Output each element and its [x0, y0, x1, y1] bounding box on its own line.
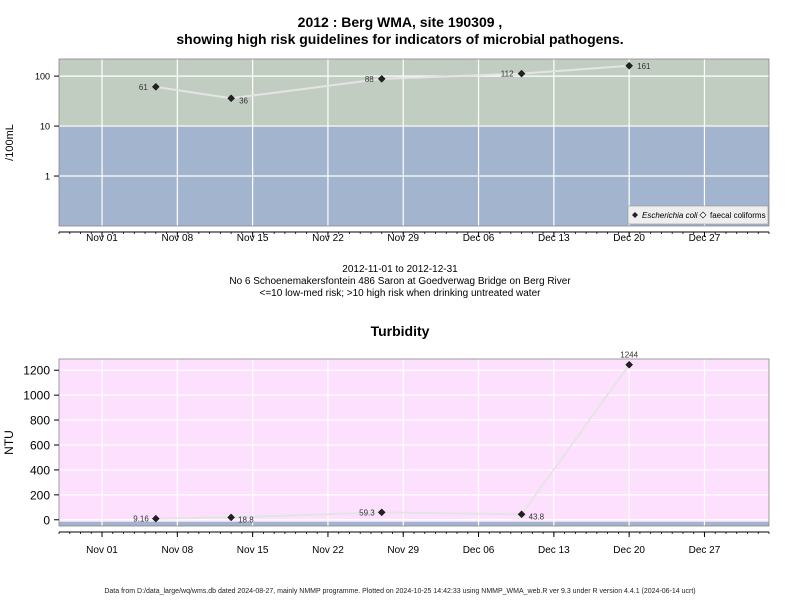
turbidity-y-tick-label: 0 [43, 513, 50, 527]
footer-note: Data from D:/data_large/wq/wms.db dated … [104, 588, 696, 595]
turbidity-y-tick-label: 200 [30, 488, 50, 502]
ecoli-x-tick-label: Nov 08 [161, 233, 193, 244]
turbidity-y-tick-label: 400 [30, 463, 50, 477]
ecoli-data-label: 88 [365, 75, 374, 84]
turbidity-data-point [227, 513, 235, 522]
turbidity-data-label: 18.8 [238, 515, 254, 524]
turbidity-data-label: 59.3 [359, 508, 375, 517]
chart-title-line2: showing high risk guidelines for indicat… [176, 31, 624, 47]
legend-box [627, 205, 769, 225]
legend-fc-marker [699, 211, 707, 219]
turbidity-data-label: 9.16 [133, 515, 149, 524]
ecoli-x-tick-label: Dec 13 [538, 233, 570, 244]
ecoli-y-tick-label: 100 [35, 72, 50, 82]
turbidity-x-tick-label: Dec 13 [538, 545, 570, 556]
turbidity-data-point [151, 514, 160, 523]
ecoli-risk-band-high [59, 59, 769, 127]
ecoli-data-point [625, 61, 634, 70]
ecoli-y-axis-label: /100mL [4, 124, 16, 161]
turbidity-x-tick-label: Nov 08 [161, 545, 193, 556]
ecoli-x-tick-label: Nov 29 [387, 233, 419, 244]
ecoli-x-tick-label: Nov 22 [312, 233, 344, 244]
ecoli-y-tick-label: 10 [40, 122, 50, 132]
turbidity-data-point [517, 510, 526, 519]
ecoli-data-point [227, 94, 235, 103]
turbidity-y-tick-label: 800 [30, 414, 50, 428]
ecoli-data-label: 36 [239, 96, 248, 105]
caption-date-range: 2012-11-01 to 2012-12-31 [342, 264, 458, 275]
ecoli-data-label: 61 [139, 83, 148, 92]
legend-ecoli-label: Escherichia coli [642, 211, 698, 220]
ecoli-plot-frame [58, 58, 770, 227]
turbidity-y-tick-label: 1200 [23, 364, 50, 378]
ecoli-y-tick-label: 1 [45, 172, 50, 182]
turbidity-low-band [59, 521, 769, 526]
turbidity-y-axis-label: NTU [2, 430, 16, 455]
turbidity-data-point [377, 508, 386, 517]
turbidity-y-tick-label: 1000 [23, 389, 50, 403]
ecoli-x-tick-label: Nov 01 [86, 233, 118, 244]
turbidity-x-tick-label: Dec 06 [463, 545, 495, 556]
turbidity-x-tick-label: Nov 22 [312, 545, 344, 556]
ecoli-data-label: 112 [501, 70, 514, 79]
turbidity-x-tick-label: Nov 29 [387, 545, 419, 556]
ecoli-data-label: 161 [637, 62, 651, 71]
legend-fc-label: faecal coliforms [710, 211, 766, 220]
ecoli-x-tick-label: Dec 27 [689, 233, 721, 244]
turbidity-x-tick-label: Nov 15 [237, 545, 269, 556]
ecoli-data-point [517, 69, 526, 78]
turbidity-plot-background [59, 359, 769, 526]
ecoli-data-point [377, 75, 386, 83]
turbidity-data-label: 1244 [620, 351, 638, 360]
caption-risk-note: <=10 low-med risk; >10 high risk when dr… [259, 288, 541, 299]
turbidity-x-tick-label: Dec 27 [689, 545, 721, 556]
caption-site: No 6 Schoenemakersfontein 486 Saron at G… [229, 276, 571, 287]
legend-ecoli-marker [632, 212, 638, 218]
turbidity-data-label: 43.8 [529, 512, 545, 521]
turbidity-data-point [625, 360, 634, 369]
ecoli-x-tick-label: Nov 15 [237, 233, 269, 244]
turbidity-x-tick-label: Dec 20 [613, 545, 645, 556]
ecoli-data-point [151, 82, 160, 91]
ecoli-x-tick-label: Dec 06 [463, 233, 495, 244]
chart-title-line1: 2012 : Berg WMA, site 190309 , [297, 14, 503, 30]
turbidity-title: Turbidity [370, 323, 430, 339]
turbidity-y-tick-label: 600 [30, 438, 50, 452]
turbidity-plot-frame [58, 358, 770, 527]
ecoli-x-tick-label: Dec 20 [613, 233, 645, 244]
turbidity-x-tick-label: Nov 01 [86, 545, 118, 556]
